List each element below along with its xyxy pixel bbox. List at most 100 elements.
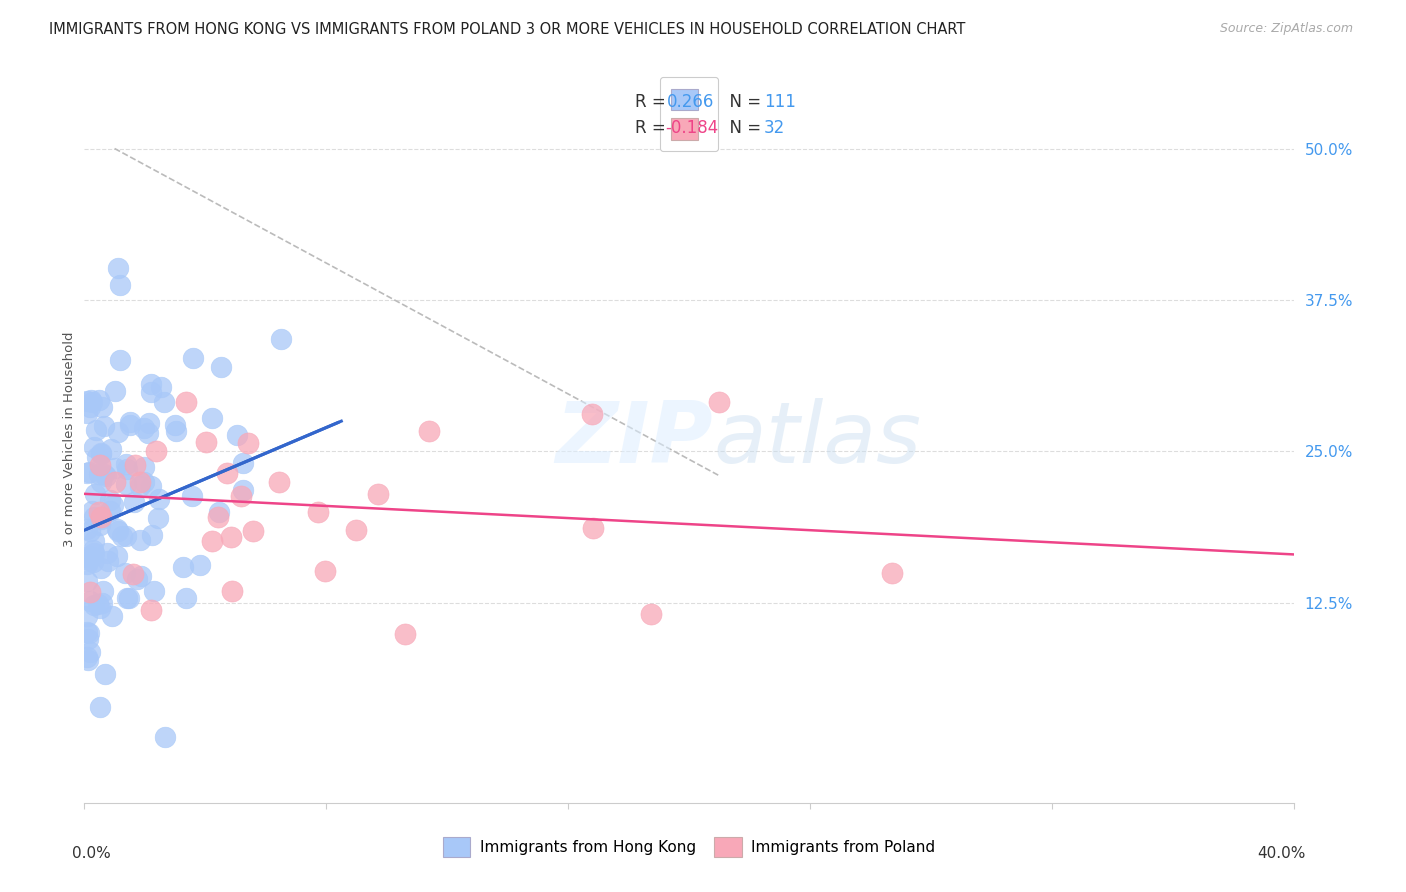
Point xyxy=(104,475,127,490)
Point xyxy=(101,609,124,624)
Point xyxy=(236,436,259,450)
Point xyxy=(200,410,222,425)
Point xyxy=(143,584,166,599)
Point xyxy=(125,572,148,586)
Point xyxy=(87,467,110,481)
Point xyxy=(141,385,163,400)
Point xyxy=(82,543,104,558)
Point xyxy=(209,360,232,375)
Point xyxy=(114,566,136,580)
Point xyxy=(132,421,155,435)
Point xyxy=(314,564,336,578)
Point xyxy=(84,487,107,501)
Text: N =: N = xyxy=(720,93,766,111)
Point xyxy=(165,424,187,438)
Point xyxy=(79,585,101,599)
Point xyxy=(80,395,103,409)
Point xyxy=(98,504,121,518)
Point xyxy=(76,466,98,480)
Point xyxy=(83,598,105,612)
Point xyxy=(91,401,114,415)
Point xyxy=(110,353,132,368)
Point xyxy=(367,487,389,501)
Text: 0.266: 0.266 xyxy=(668,93,714,111)
Point xyxy=(97,554,120,568)
Point xyxy=(146,511,169,525)
Point xyxy=(129,569,152,583)
Point xyxy=(122,495,145,509)
Point xyxy=(181,351,204,365)
Point xyxy=(107,425,129,440)
Point xyxy=(79,593,101,607)
Point xyxy=(120,418,142,433)
Point xyxy=(176,591,198,606)
Point xyxy=(76,649,98,664)
Legend: Immigrants from Hong Kong, Immigrants from Poland: Immigrants from Hong Kong, Immigrants fr… xyxy=(436,830,942,864)
Point xyxy=(105,549,128,563)
Point xyxy=(107,524,129,538)
Point xyxy=(105,522,128,536)
Point xyxy=(129,479,152,493)
Point xyxy=(87,598,110,612)
Point xyxy=(267,475,290,490)
Text: -0.184: -0.184 xyxy=(665,120,718,137)
Point xyxy=(111,529,134,543)
Point xyxy=(80,504,103,518)
Point xyxy=(79,401,101,415)
Point xyxy=(880,566,903,581)
Point xyxy=(219,530,242,544)
Point xyxy=(141,479,163,493)
Point xyxy=(188,558,211,572)
Point xyxy=(172,560,194,574)
Point xyxy=(128,475,150,489)
Point xyxy=(141,528,163,542)
Point xyxy=(80,549,103,564)
Point xyxy=(90,446,112,460)
Point xyxy=(581,407,603,421)
Text: ZIP: ZIP xyxy=(555,398,713,481)
Point xyxy=(163,418,186,433)
Text: IMMIGRANTS FROM HONG KONG VS IMMIGRANTS FROM POLAND 3 OR MORE VEHICLES IN HOUSEH: IMMIGRANTS FROM HONG KONG VS IMMIGRANTS … xyxy=(49,22,966,37)
Point xyxy=(76,632,98,647)
Point xyxy=(201,534,224,549)
Point xyxy=(121,567,143,582)
Point xyxy=(87,506,110,520)
Point xyxy=(90,512,112,526)
Point xyxy=(79,524,101,538)
Text: 111: 111 xyxy=(763,93,796,111)
Text: 40.0%: 40.0% xyxy=(1257,847,1306,862)
Point xyxy=(77,553,100,567)
Point xyxy=(174,395,197,409)
Point xyxy=(98,492,121,507)
Point xyxy=(707,394,730,409)
Point xyxy=(114,477,136,491)
Point xyxy=(114,457,136,471)
Point xyxy=(136,425,159,440)
Point xyxy=(208,505,231,519)
Point xyxy=(307,505,329,519)
Point xyxy=(120,415,142,429)
Point xyxy=(76,609,98,624)
Point xyxy=(132,459,155,474)
Point xyxy=(90,509,112,524)
Point xyxy=(76,522,98,536)
Point xyxy=(89,700,111,714)
Point xyxy=(226,428,249,442)
Point xyxy=(195,435,218,450)
Point xyxy=(96,546,118,560)
Point xyxy=(207,510,229,524)
Point xyxy=(90,561,112,575)
Point xyxy=(94,468,117,483)
Point xyxy=(108,277,131,292)
Point xyxy=(104,461,127,475)
Point xyxy=(90,446,112,460)
Point xyxy=(76,394,98,409)
Text: atlas: atlas xyxy=(713,398,921,481)
Point xyxy=(418,424,440,438)
Point xyxy=(117,591,139,605)
Point xyxy=(582,521,605,535)
Point xyxy=(86,450,108,465)
Point xyxy=(91,583,114,598)
Text: 0.0%: 0.0% xyxy=(72,847,111,862)
Point xyxy=(221,583,243,598)
